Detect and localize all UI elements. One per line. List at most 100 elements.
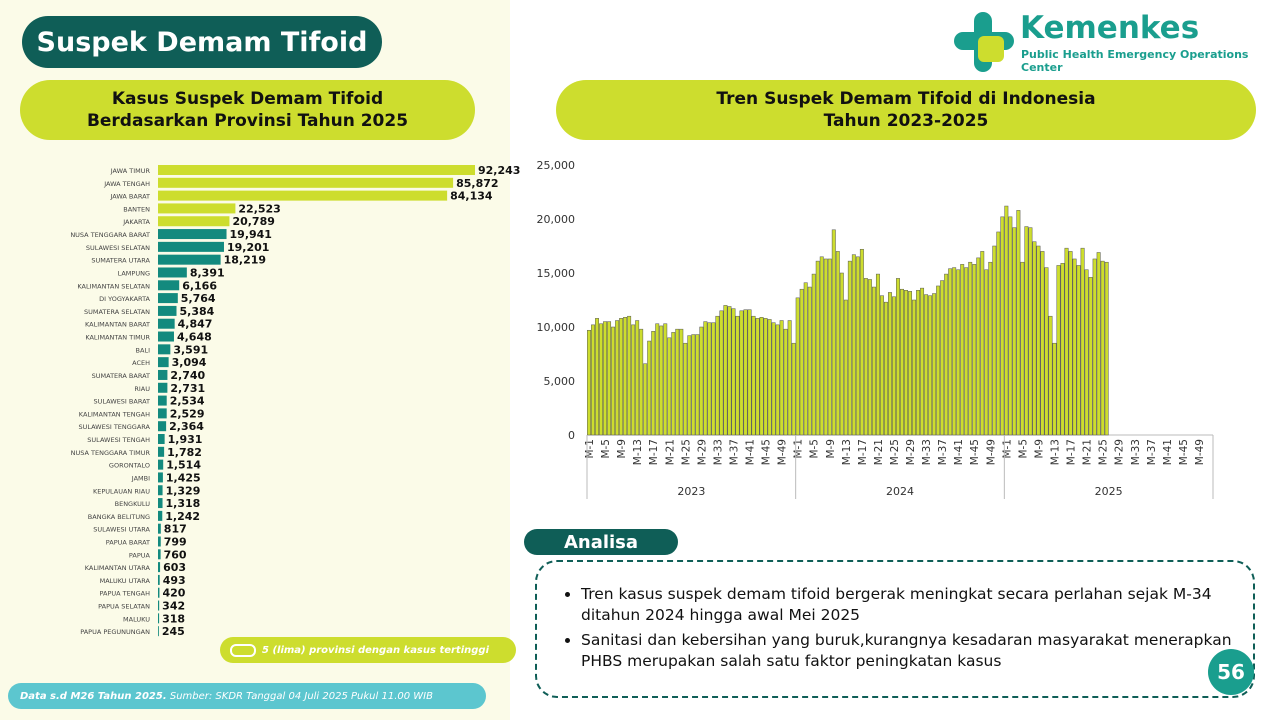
x-tick-label: M-9: [825, 439, 837, 459]
value-label: 245: [162, 625, 185, 638]
x-tick-label: M-5: [600, 439, 612, 459]
bar: [807, 286, 812, 436]
value-label: 18,219: [224, 254, 266, 267]
bar: [158, 203, 236, 214]
x-tick-label: M-49: [1194, 439, 1206, 465]
bar: [956, 269, 961, 436]
logo-subtitle: Public Health Emergency Operations Cente…: [1021, 48, 1249, 74]
x-tick-label: M-33: [1130, 439, 1142, 465]
bar: [663, 323, 668, 436]
category-label: KALIMANTAN BARAT: [85, 321, 150, 329]
x-tick-label: M-29: [905, 439, 917, 465]
bar: [1056, 265, 1061, 436]
bar: [1032, 241, 1037, 436]
value-label: 85,872: [456, 177, 498, 190]
category-label: DI YOGYAKARTA: [99, 295, 150, 303]
bar: [1020, 261, 1025, 436]
y-tick-label: 5,000: [544, 375, 576, 388]
x-tick-label: M-5: [1017, 439, 1029, 459]
bar: [863, 278, 868, 436]
bar: [158, 395, 167, 406]
analysis-heading: Analisa: [524, 529, 678, 555]
bar: [635, 320, 640, 436]
category-label: SUMATERA SELATAN: [84, 308, 150, 316]
bar: [743, 309, 748, 436]
bar: [1024, 226, 1029, 436]
value-label: 817: [164, 523, 187, 536]
bar: [1088, 277, 1093, 436]
bar: [928, 295, 933, 436]
value-label: 2,529: [170, 407, 205, 420]
bar: [739, 310, 744, 436]
category-label: PAPUA SELATAN: [98, 603, 150, 611]
title-line: Kasus Suspek Demam Tifoid: [111, 89, 384, 109]
category-label: KALIMANTAN SELATAN: [77, 282, 150, 290]
group-label: 2024: [886, 485, 914, 498]
x-tick-label: M-37: [937, 439, 949, 465]
bar: [779, 320, 784, 436]
value-label: 1,425: [166, 471, 201, 484]
value-label: 6,166: [182, 279, 217, 292]
bar: [803, 282, 808, 436]
x-tick-label: M-1: [793, 439, 805, 459]
category-label: KEPULAUAN RIAU: [93, 487, 150, 495]
bar: [651, 331, 656, 436]
bar: [623, 317, 628, 436]
analysis-bullet: Tren kasus suspek demam tifoid bergerak …: [581, 584, 1233, 626]
bar: [158, 510, 163, 521]
x-tick-label: M-25: [1098, 439, 1110, 465]
value-label: 3,591: [173, 343, 208, 356]
x-tick-label: M-29: [1114, 439, 1126, 465]
category-label: NUSA TENGGARA BARAT: [70, 231, 150, 239]
x-tick-label: M-13: [841, 439, 853, 465]
bar: [771, 322, 776, 436]
bar: [1012, 227, 1017, 436]
value-label: 1,782: [167, 446, 202, 459]
value-label: 8,391: [190, 266, 225, 279]
bar: [723, 305, 728, 436]
bar: [158, 446, 165, 457]
value-label: 420: [162, 587, 185, 600]
bar: [940, 280, 945, 436]
bar: [603, 321, 608, 436]
value-label: 799: [164, 535, 187, 548]
bar: [932, 293, 937, 436]
bar: [158, 562, 161, 573]
bar: [699, 326, 704, 436]
x-tick-label: M-33: [712, 439, 724, 465]
y-tick-label: 10,000: [537, 321, 576, 334]
legend-swatch: [230, 643, 256, 657]
bar: [1048, 315, 1053, 436]
value-label: 603: [163, 561, 186, 574]
category-label: RIAU: [134, 385, 150, 393]
value-label: 493: [163, 574, 186, 587]
x-tick-label: M-9: [616, 439, 628, 459]
value-label: 2,364: [169, 420, 204, 433]
bar: [591, 324, 595, 436]
x-tick-label: M-1: [584, 439, 596, 459]
footer-source: Sumber: SKDR Tanggal 04 Juli 2025 Pukul …: [169, 690, 433, 702]
legend: 5 (lima) provinsi dengan kasus tertinggi: [220, 637, 516, 663]
bar: [751, 315, 756, 436]
bar: [1072, 258, 1077, 436]
category-label: SUMATERA UTARA: [91, 257, 150, 265]
value-label: 2,731: [170, 382, 205, 395]
bar: [158, 267, 187, 278]
bar: [158, 523, 161, 534]
value-label: 92,243: [478, 164, 520, 177]
bar: [996, 231, 1001, 436]
x-tick-label: M-21: [873, 439, 885, 465]
bar: [158, 344, 171, 355]
bar: [627, 315, 632, 436]
bar: [731, 308, 736, 436]
bar: [827, 258, 832, 436]
bar: [158, 305, 177, 316]
value-label: 1,318: [166, 497, 201, 510]
group-label: 2023: [677, 485, 705, 498]
legend-text: 5 (lima) provinsi dengan kasus tertinggi: [262, 644, 490, 656]
bar: [158, 600, 160, 611]
category-label: PAPUA BARAT: [106, 538, 150, 546]
bar: [944, 273, 949, 436]
category-label: BANTEN: [123, 205, 150, 213]
bar: [831, 229, 836, 436]
